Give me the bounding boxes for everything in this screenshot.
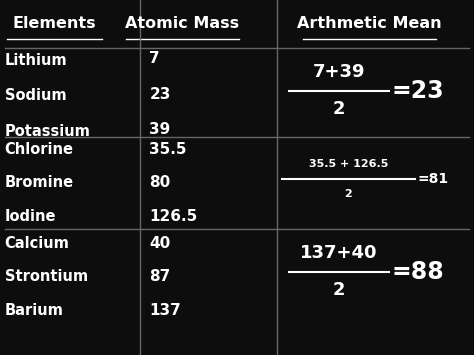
Text: 2: 2 bbox=[345, 189, 352, 199]
Text: 35.5 + 126.5: 35.5 + 126.5 bbox=[309, 159, 388, 169]
Text: Elements: Elements bbox=[13, 16, 96, 31]
Text: 7+39: 7+39 bbox=[313, 63, 365, 81]
Text: =88: =88 bbox=[391, 260, 444, 284]
Text: =81: =81 bbox=[417, 172, 448, 186]
Text: Strontium: Strontium bbox=[5, 269, 88, 284]
Text: Chlorine: Chlorine bbox=[5, 142, 74, 157]
Text: 137+40: 137+40 bbox=[300, 244, 378, 262]
Text: 137: 137 bbox=[149, 303, 181, 318]
Text: 39: 39 bbox=[149, 122, 171, 137]
Text: 2: 2 bbox=[333, 281, 345, 299]
Text: Sodium: Sodium bbox=[5, 88, 66, 103]
Text: 35.5: 35.5 bbox=[149, 142, 187, 157]
Text: Calcium: Calcium bbox=[5, 236, 70, 251]
Text: Atomic Mass: Atomic Mass bbox=[126, 16, 239, 31]
Text: Lithium: Lithium bbox=[5, 53, 67, 68]
Text: Potassium: Potassium bbox=[5, 124, 91, 139]
Text: Arthmetic Mean: Arthmetic Mean bbox=[297, 16, 442, 31]
Text: 2: 2 bbox=[333, 100, 345, 118]
Text: =23: =23 bbox=[391, 78, 444, 103]
Text: 87: 87 bbox=[149, 269, 171, 284]
Text: 40: 40 bbox=[149, 236, 171, 251]
Text: 23: 23 bbox=[149, 87, 171, 102]
Text: 126.5: 126.5 bbox=[149, 209, 198, 224]
Text: Bromine: Bromine bbox=[5, 175, 74, 190]
Text: Iodine: Iodine bbox=[5, 209, 56, 224]
Text: 7: 7 bbox=[149, 51, 160, 66]
Text: Barium: Barium bbox=[5, 303, 64, 318]
Text: 80: 80 bbox=[149, 175, 171, 190]
